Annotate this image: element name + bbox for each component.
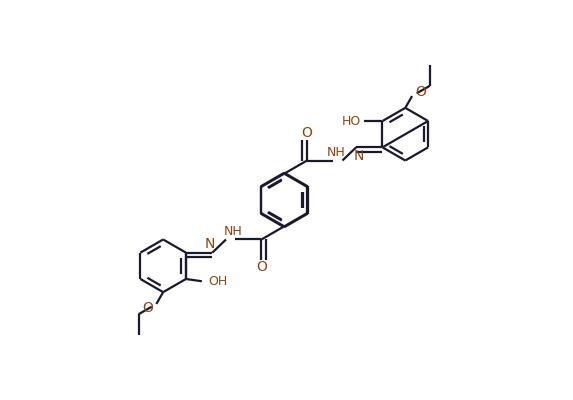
Text: O: O bbox=[256, 260, 267, 274]
Text: O: O bbox=[416, 86, 427, 100]
Text: NH: NH bbox=[223, 225, 242, 238]
Text: HO: HO bbox=[342, 114, 360, 128]
Text: N: N bbox=[353, 148, 364, 162]
Text: O: O bbox=[142, 302, 153, 316]
Text: OH: OH bbox=[208, 275, 227, 288]
Text: NH: NH bbox=[326, 146, 345, 159]
Text: O: O bbox=[301, 126, 312, 140]
Text: N: N bbox=[205, 238, 215, 252]
